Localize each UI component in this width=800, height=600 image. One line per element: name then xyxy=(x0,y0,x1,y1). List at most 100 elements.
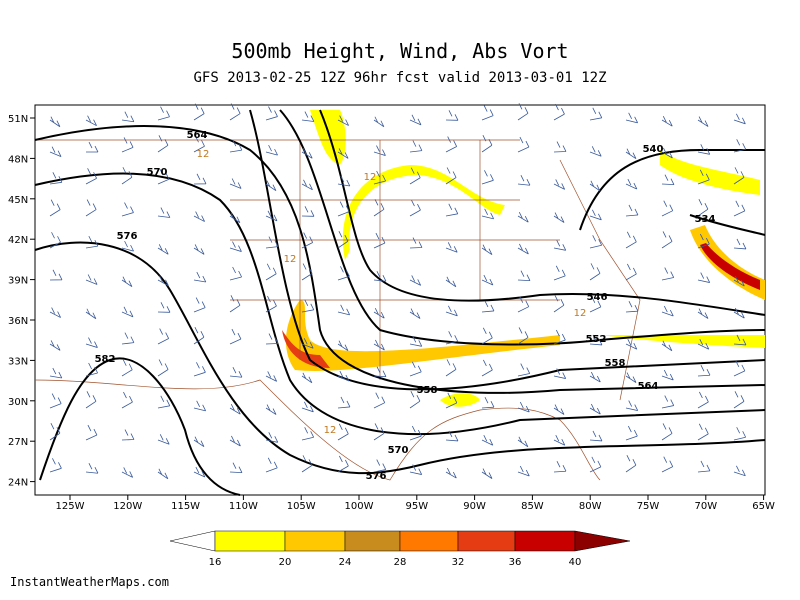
wind-barb xyxy=(553,435,566,446)
wind-barb xyxy=(373,232,386,249)
wind-barb xyxy=(265,457,278,473)
wind-barb xyxy=(265,210,278,222)
wind-barb xyxy=(121,467,134,478)
contour-label: 564 xyxy=(638,381,659,392)
contour-label: 552 xyxy=(586,334,607,345)
wind-barb xyxy=(625,263,637,281)
wind-barb xyxy=(337,115,349,126)
wind-barb xyxy=(265,432,279,443)
wind-barb xyxy=(625,301,639,313)
wind-barb xyxy=(733,139,747,153)
wind-barb xyxy=(265,180,277,192)
wind-barb xyxy=(157,328,170,345)
wind-barb xyxy=(229,367,243,378)
wind-barb xyxy=(553,368,567,379)
wind-barb xyxy=(553,265,566,281)
wind-barb xyxy=(409,275,422,286)
wind-barb xyxy=(445,203,459,217)
wind-barb xyxy=(589,180,601,192)
wind-barb xyxy=(193,271,207,283)
wind-barb xyxy=(481,359,493,377)
wind-barb xyxy=(517,212,529,223)
wind-barb xyxy=(625,148,637,159)
wind-barb xyxy=(409,336,423,347)
wind-barb xyxy=(733,307,745,319)
wind-barb xyxy=(157,468,169,480)
contour xyxy=(34,241,766,475)
wind-barb xyxy=(301,179,313,191)
lon-label: 85W xyxy=(521,501,544,512)
wind-barb xyxy=(193,400,207,412)
wind-barb xyxy=(85,274,98,285)
wind-barb xyxy=(85,115,97,127)
wind-barb xyxy=(625,455,637,473)
wind-barb xyxy=(589,209,602,221)
wind-barb xyxy=(301,148,313,159)
contour-label: 558 xyxy=(605,358,626,369)
wind-barb xyxy=(697,460,711,473)
wind-barb xyxy=(661,200,674,217)
wind-barb xyxy=(733,391,745,409)
lon-label: 95W xyxy=(405,501,428,512)
wind-barb xyxy=(445,305,458,317)
wind-barb xyxy=(625,372,637,383)
contour xyxy=(579,149,765,231)
wind-barb xyxy=(265,295,277,313)
wind-barb xyxy=(661,423,673,441)
wind-barb xyxy=(445,359,457,377)
contour-label: 534 xyxy=(695,214,716,225)
lon-label: 80W xyxy=(579,501,602,512)
colorbar-swatch xyxy=(344,530,401,552)
wind-barb xyxy=(85,463,99,474)
wind-barb xyxy=(553,329,566,345)
wind-barb xyxy=(733,113,746,125)
wind-barb xyxy=(337,266,350,281)
wind-barb xyxy=(157,275,169,287)
wind-barb xyxy=(589,296,602,313)
wind-barb xyxy=(301,372,313,384)
wind-barb xyxy=(49,116,61,128)
wind-barb xyxy=(517,243,529,255)
wind-barb xyxy=(301,111,315,122)
wind-barb xyxy=(301,232,314,249)
wind-barb xyxy=(733,334,747,346)
lon-label: 75W xyxy=(637,501,660,512)
lon-label: 100W xyxy=(345,501,374,512)
wind-barb xyxy=(157,359,169,377)
wind-barb xyxy=(265,404,277,415)
wind-barb xyxy=(301,206,315,217)
contour-label: 558 xyxy=(417,385,438,396)
wind-barb xyxy=(373,170,386,185)
wind-barb xyxy=(697,308,709,319)
contour-label: 564 xyxy=(187,130,208,141)
wind-barb xyxy=(697,144,711,155)
lat-label: 42N xyxy=(8,235,28,246)
wind-barb xyxy=(625,425,638,441)
wind-barb xyxy=(589,334,603,346)
wind-barb xyxy=(589,146,602,157)
wind-barb xyxy=(553,240,567,251)
wind-barb xyxy=(121,359,133,377)
wind-barb xyxy=(121,332,135,345)
wind-barb xyxy=(85,391,97,409)
wind-barb xyxy=(481,208,495,220)
wind-barb xyxy=(409,114,422,126)
wind-barb xyxy=(697,169,710,185)
wind-barb xyxy=(661,267,675,281)
wind-barb xyxy=(121,240,134,252)
wind-barbs xyxy=(49,103,747,480)
wind-barb xyxy=(589,263,601,281)
wind-barb xyxy=(121,167,133,185)
subtitle: GFS 2013-02-25 12Z 96hr fcst valid 2013-… xyxy=(193,70,606,86)
wind-barb xyxy=(733,167,745,185)
wind-barb xyxy=(85,235,99,249)
wind-barb xyxy=(697,233,710,249)
wind-barb xyxy=(301,455,313,473)
vort-label: 12 xyxy=(574,308,587,319)
wind-barb xyxy=(481,300,495,313)
lon-label: 115W xyxy=(171,501,200,512)
wind-barb xyxy=(337,340,349,351)
wind-barb xyxy=(733,360,746,377)
wind-barb xyxy=(553,179,566,190)
colorbar-label: 32 xyxy=(452,557,465,568)
